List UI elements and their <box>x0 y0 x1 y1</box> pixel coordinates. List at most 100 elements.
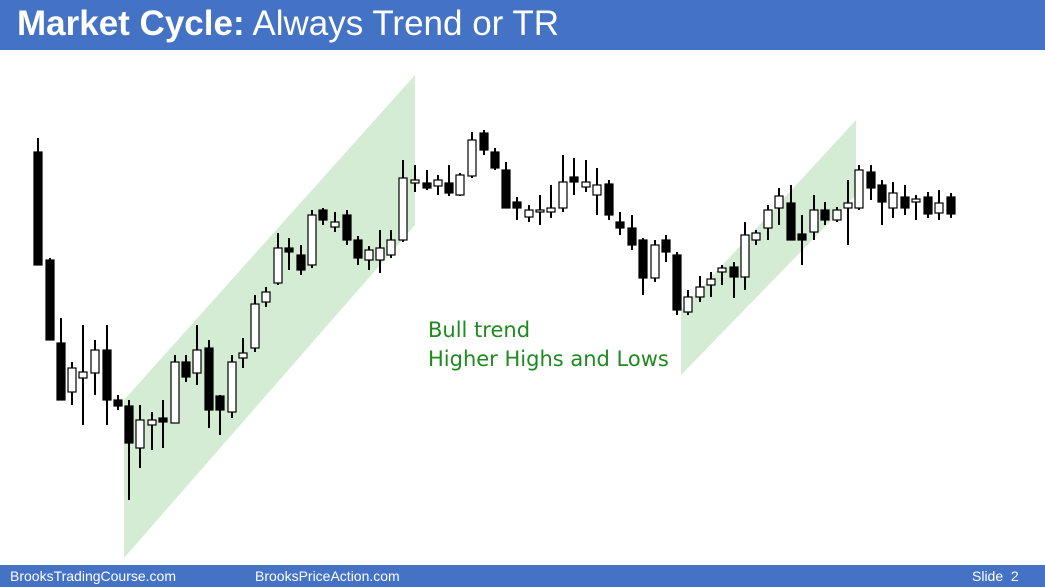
bull-candle-body <box>170 361 180 424</box>
slide-title: Market Cycle: Always Trend or TR <box>17 2 559 46</box>
candlestick <box>672 252 682 315</box>
candlestick <box>501 162 511 209</box>
candlestick <box>490 148 500 170</box>
bull-candle-body <box>307 214 317 266</box>
bear-candle-body <box>284 247 294 253</box>
bear-candle-body <box>353 239 363 259</box>
bull-candle-body <box>261 291 271 303</box>
bull-candle-body <box>67 367 77 393</box>
bull-candle-body <box>135 419 145 449</box>
candlestick <box>650 240 660 282</box>
candlestick <box>433 175 443 195</box>
candlestick <box>147 412 157 450</box>
bear-candle-body <box>479 132 489 151</box>
bear-candle-body <box>820 209 830 221</box>
candlestick <box>353 236 363 265</box>
bear-candle-body <box>877 184 887 203</box>
annotation-line-2: Higher Highs and Lows <box>428 347 669 371</box>
bear-candle-body <box>866 171 876 189</box>
candlestick <box>215 395 225 435</box>
bear-candle-body <box>318 209 328 221</box>
slide-title-rest: Always Trend or TR <box>244 4 560 43</box>
candlestick <box>604 180 614 220</box>
bear-candle-body <box>181 361 191 378</box>
bear-candle-body <box>215 395 225 411</box>
bear-candle-body <box>786 202 796 241</box>
bear-candle-body <box>946 196 956 215</box>
title-bar: Market Cycle: Always Trend or TR <box>0 0 1045 50</box>
candlestick <box>204 340 214 428</box>
bull-candle-body <box>581 181 591 188</box>
trend-channel-1 <box>124 75 415 558</box>
candlestick <box>227 355 237 418</box>
candlestick <box>786 185 796 241</box>
candlestick <box>581 160 591 192</box>
bull-candle-body <box>227 361 237 413</box>
candlestick <box>410 165 420 192</box>
slide-number: Slide 2 <box>972 565 1019 587</box>
candlestick <box>877 180 887 225</box>
candlestick <box>729 262 739 298</box>
bear-candle-body <box>444 182 454 194</box>
candlestick <box>638 238 648 295</box>
bull-candle-body <box>90 349 100 374</box>
bull-candle-body <box>78 371 88 379</box>
bull-candle-body <box>147 419 157 426</box>
bull-candle-body <box>558 181 568 209</box>
bear-candle-body <box>33 151 43 266</box>
candlestick <box>364 246 374 270</box>
candlestick <box>330 212 340 232</box>
candlestick <box>740 222 750 290</box>
candlestick <box>479 130 489 155</box>
bull-candle-body <box>410 179 420 184</box>
candlestick <box>238 338 248 368</box>
bull-candle-body <box>854 169 864 209</box>
bull-candle-body <box>467 139 477 177</box>
candlestick <box>386 230 396 258</box>
slide-label: Slide <box>972 568 1004 584</box>
candlestick <box>422 170 432 190</box>
bull-candle-body <box>934 202 944 214</box>
bull-candle-body <box>546 207 556 213</box>
candlestick <box>273 233 283 285</box>
bull-candle-body <box>763 209 773 229</box>
candlestick <box>455 173 465 196</box>
candlestick <box>854 165 864 210</box>
bear-candle-body <box>604 183 614 216</box>
bull-candle-body <box>650 244 660 279</box>
bull-candle-body <box>695 286 705 298</box>
bull-candle-body <box>911 198 921 203</box>
candlestick <box>67 362 77 405</box>
bear-candle-body <box>45 259 55 341</box>
candlestick <box>546 185 556 218</box>
candlestick <box>124 400 134 500</box>
candlesticks <box>33 130 956 500</box>
bear-candle-body <box>729 266 739 278</box>
candlestick <box>342 210 352 245</box>
candlestick <box>934 190 944 220</box>
candlestick <box>797 215 807 265</box>
candlestick <box>717 265 727 285</box>
candlestick <box>78 325 88 425</box>
bull-candle-body <box>238 352 248 359</box>
candlestick <box>33 138 43 266</box>
bull-candle-body <box>774 195 784 209</box>
bull-candle-body <box>386 239 396 256</box>
bear-candle-body <box>512 201 522 209</box>
slide-title-bold: Market Cycle: <box>17 4 245 43</box>
bull-candle-body <box>592 184 602 196</box>
bear-candle-body <box>204 347 214 411</box>
candlestick <box>444 165 454 196</box>
bear-candle-body <box>102 349 112 401</box>
bear-candle-body <box>124 405 134 444</box>
bull-candle-body <box>888 192 898 209</box>
bull-candle-body <box>330 221 340 228</box>
candlestick <box>318 208 328 225</box>
price-chart <box>33 75 956 558</box>
trend-channels <box>124 75 856 558</box>
bull-candle-body <box>843 202 853 209</box>
candlestick <box>592 168 602 215</box>
candlestick <box>284 238 294 270</box>
bear-candle-body <box>638 239 648 279</box>
candlestick <box>307 210 317 268</box>
